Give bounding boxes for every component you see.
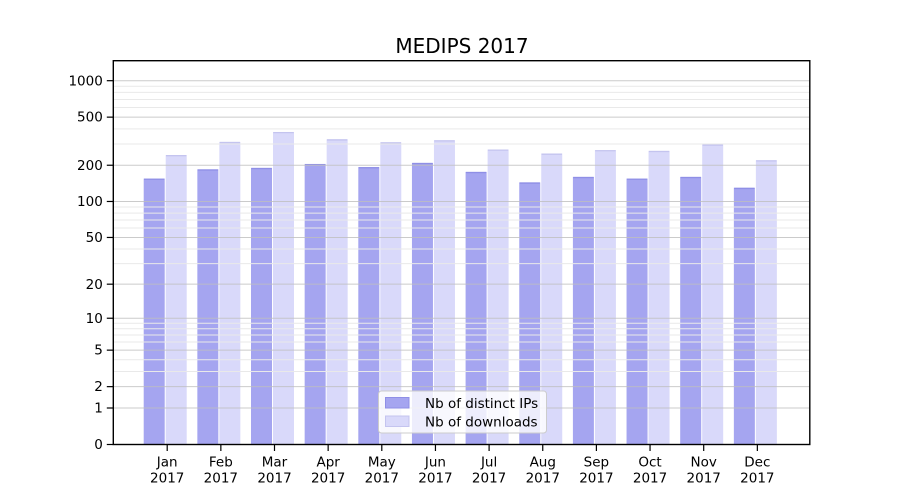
plot-area: 01251020501002005001000Jan2017Feb2017Mar… <box>68 60 811 487</box>
x-tick-label-year: 2017 <box>740 471 774 487</box>
x-tick-label-month: Mar <box>262 455 288 471</box>
legend-swatch-downloads <box>385 415 410 427</box>
x-tick-label-month: Apr <box>316 455 340 471</box>
x-tick-label-month: Feb <box>209 455 233 471</box>
y-tick-label: 20 <box>86 277 103 293</box>
bar-distinct-ips-feb <box>197 169 219 445</box>
y-tick-label: 2 <box>94 379 103 395</box>
bar-downloads-jun <box>433 140 455 445</box>
x-tick-label-year: 2017 <box>579 471 613 487</box>
x-tick-label-month: Jun <box>424 455 446 471</box>
bar-downloads-feb <box>219 141 241 445</box>
bar-distinct-ips-aug <box>519 182 541 445</box>
bar-distinct-ips-oct <box>626 178 648 445</box>
bar-distinct-ips-jul <box>465 171 487 445</box>
x-tick-label-year: 2017 <box>204 471 238 487</box>
legend-label-downloads: Nb of downloads <box>425 415 538 431</box>
bar-downloads-nov <box>702 144 724 445</box>
x-tick-label-month: Aug <box>530 455 556 471</box>
legend-box <box>378 390 547 434</box>
y-tick-label: 0 <box>94 437 103 453</box>
legend-label-distinct-ips: Nb of distinct IPs <box>425 396 538 412</box>
x-tick-label-year: 2017 <box>311 471 345 487</box>
bar-distinct-ips-nov <box>680 176 702 445</box>
x-tick-label-year: 2017 <box>687 471 721 487</box>
bar-downloads-sep <box>594 150 616 445</box>
y-tick-label: 5 <box>94 343 103 359</box>
x-tick-label-year: 2017 <box>365 471 399 487</box>
x-tick-label-year: 2017 <box>633 471 667 487</box>
bar-distinct-ips-apr <box>304 163 326 445</box>
bar-distinct-ips-may <box>358 167 380 445</box>
bar-distinct-ips-mar <box>251 167 272 445</box>
x-tick-label-month: Sep <box>584 455 609 471</box>
x-tick-label-month: Jan <box>156 455 178 471</box>
legend-swatch-distinct-ips <box>385 397 410 409</box>
x-tick-label-year: 2017 <box>257 471 291 487</box>
y-tick-label: 10 <box>86 311 103 327</box>
y-tick-label: 500 <box>77 110 103 126</box>
y-tick-label: 1000 <box>68 73 102 89</box>
bar-distinct-ips-sep <box>572 176 594 445</box>
y-tick-label: 200 <box>77 158 103 174</box>
x-tick-label-month: Jul <box>480 455 497 471</box>
x-tick-label-year: 2017 <box>150 471 184 487</box>
bar-downloads-jan <box>165 155 187 445</box>
chart-title: MEDIPS 2017 <box>395 34 528 58</box>
x-tick-label-year: 2017 <box>472 471 506 487</box>
x-tick-label-year: 2017 <box>418 471 452 487</box>
bar-downloads-jul <box>487 149 509 445</box>
bar-downloads-may <box>380 142 402 445</box>
bar-downloads-mar <box>273 131 294 445</box>
bar-distinct-ips-dec <box>733 187 755 445</box>
x-tick-label-month: Oct <box>638 455 661 471</box>
bar-distinct-ips-jan <box>143 178 165 445</box>
bar-downloads-apr <box>326 139 348 445</box>
x-tick-label-month: Nov <box>691 455 717 471</box>
bar-distinct-ips-jun <box>411 162 433 445</box>
y-tick-label: 50 <box>86 230 103 246</box>
bar-downloads-dec <box>755 160 777 445</box>
y-tick-label: 100 <box>77 194 103 210</box>
bar-downloads-oct <box>648 150 670 445</box>
x-tick-label-month: May <box>368 455 396 471</box>
x-tick-label-month: Dec <box>744 455 770 471</box>
plot-border <box>112 60 811 446</box>
y-tick-label: 1 <box>94 401 103 417</box>
x-tick-label-year: 2017 <box>526 471 560 487</box>
